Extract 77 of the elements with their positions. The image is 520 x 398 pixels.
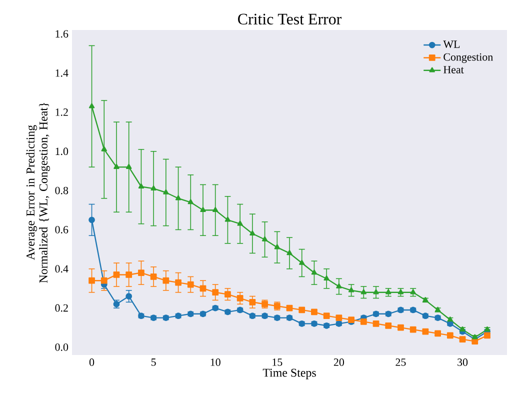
point: [126, 272, 132, 278]
point: [311, 270, 318, 275]
point: [212, 206, 218, 212]
point: [113, 272, 120, 278]
point: [88, 103, 95, 108]
point: [200, 206, 206, 212]
point: [274, 244, 280, 250]
y-tick-label: 1.0: [56, 148, 68, 156]
point: [138, 270, 144, 276]
x-tick-label: 20: [334, 358, 344, 366]
point: [126, 293, 132, 300]
y-tick-label: 0.4: [55, 265, 68, 273]
point: [114, 164, 120, 169]
point: [323, 312, 330, 320]
point: [286, 304, 293, 312]
point: [175, 279, 182, 286]
point: [100, 277, 108, 284]
point: [163, 189, 169, 194]
point: [386, 289, 392, 294]
point: [150, 274, 157, 280]
point: [372, 320, 380, 327]
point: [298, 306, 306, 314]
y-tick-label: 0.0: [55, 343, 68, 351]
point: [385, 322, 392, 329]
legend-label: Congestion: [444, 53, 493, 63]
point: [299, 260, 305, 265]
point: [434, 330, 441, 337]
point: [250, 230, 256, 236]
legend-label: Heat: [444, 66, 464, 74]
point: [188, 199, 194, 204]
x-tick-label: 15: [272, 358, 282, 366]
point: [262, 236, 268, 242]
point: [360, 289, 366, 294]
legend-label: WL: [443, 40, 460, 48]
point: [150, 185, 156, 190]
point: [236, 295, 244, 302]
point: [224, 216, 231, 222]
point: [398, 289, 404, 294]
point: [237, 220, 243, 226]
point: [200, 285, 206, 292]
point: [459, 336, 466, 343]
point: [446, 332, 454, 339]
point: [212, 289, 219, 296]
y-axis-title: Average Error in Predicting Normalized {WL, Congestion, Heat}: [26, 102, 50, 283]
point: [224, 291, 231, 298]
point: [336, 314, 342, 321]
point: [348, 287, 354, 292]
point: [126, 164, 132, 169]
y-tick-label: 0.8: [55, 186, 68, 194]
x-tick-label: 5: [151, 358, 156, 366]
point: [410, 289, 416, 294]
x-tick-label: 30: [458, 358, 468, 366]
y-tick-label: 1.6: [56, 30, 68, 38]
y-tick-label: 1.4: [56, 69, 68, 77]
point: [460, 326, 466, 332]
point: [373, 289, 379, 294]
x-tick-label: 0: [89, 358, 94, 366]
point: [101, 146, 107, 152]
point: [187, 281, 194, 288]
point: [422, 328, 429, 335]
point: [249, 298, 256, 306]
chart-title: Critic Test Error: [238, 14, 342, 24]
x-tick-label: 25: [396, 358, 406, 366]
y-tick-label: 0.6: [55, 226, 68, 234]
point: [88, 216, 95, 224]
point: [324, 275, 330, 281]
point: [286, 250, 292, 256]
point: [138, 183, 144, 189]
y-tick-label: 0.2: [55, 304, 68, 312]
y-tick-label: 1.2: [56, 108, 68, 116]
point: [162, 277, 170, 284]
point: [410, 326, 416, 333]
point: [336, 283, 342, 288]
x-axis-title: Time Steps: [262, 368, 316, 380]
point: [175, 195, 182, 200]
x-tick-label: 10: [210, 358, 220, 366]
point: [88, 277, 95, 284]
